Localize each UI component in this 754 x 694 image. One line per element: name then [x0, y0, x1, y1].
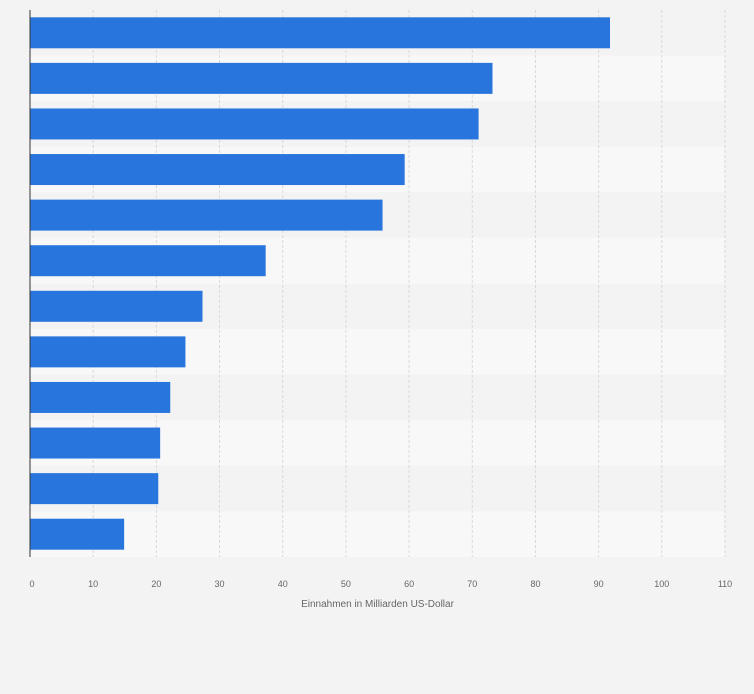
bar[interactable]: [30, 336, 186, 368]
bar[interactable]: [30, 17, 611, 49]
x-tick-label: 90: [594, 579, 604, 589]
x-tick-label: 50: [341, 579, 351, 589]
bar[interactable]: [30, 290, 203, 322]
bar[interactable]: [30, 518, 125, 550]
bar[interactable]: [30, 108, 479, 140]
bar[interactable]: [30, 245, 266, 277]
x-tick-label: 40: [278, 579, 288, 589]
x-tick-label: 110: [718, 579, 732, 589]
bars: [30, 17, 611, 550]
x-tick-label: 30: [215, 579, 225, 589]
bar[interactable]: [30, 154, 405, 186]
row-band: [30, 511, 725, 557]
x-tick-label: 0: [29, 579, 34, 589]
x-tick-label: 100: [654, 579, 669, 589]
bar[interactable]: [30, 427, 161, 459]
x-tick-label: 20: [151, 579, 161, 589]
bar[interactable]: [30, 62, 493, 94]
x-tick-label: 60: [404, 579, 414, 589]
x-tick-label: 70: [467, 579, 477, 589]
x-tick-label: 10: [88, 579, 98, 589]
bar[interactable]: [30, 381, 171, 413]
gridlines: [92, 10, 726, 557]
x-axis-ticks: 0 10 20 30 40 50 60 70 80 90 100 110: [29, 579, 732, 589]
x-tick-label: 80: [530, 579, 540, 589]
bar[interactable]: [30, 473, 159, 505]
bar[interactable]: [30, 199, 383, 231]
x-axis-label: Einnahmen in Milliarden US-Dollar: [301, 599, 455, 610]
